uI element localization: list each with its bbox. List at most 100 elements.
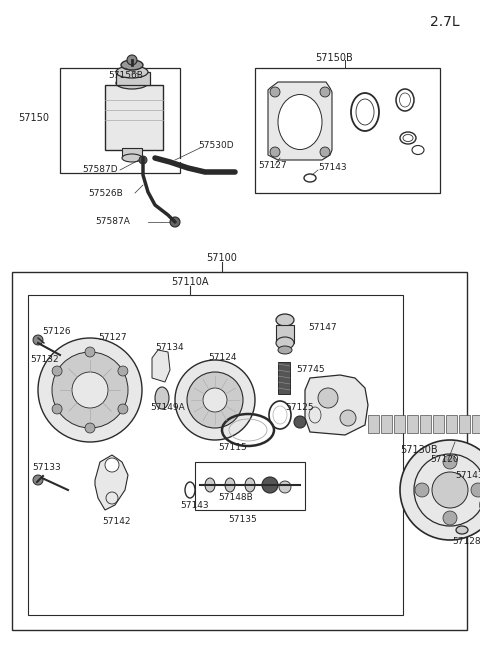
Bar: [381, 415, 392, 433]
Circle shape: [262, 477, 278, 493]
Text: 57147: 57147: [308, 322, 336, 331]
Circle shape: [270, 87, 280, 97]
Circle shape: [270, 147, 280, 157]
Circle shape: [33, 335, 43, 345]
Text: 57150B: 57150B: [315, 53, 353, 63]
Bar: [12, 272, 467, 630]
Ellipse shape: [278, 346, 292, 354]
Ellipse shape: [121, 60, 143, 70]
Circle shape: [85, 423, 95, 433]
Circle shape: [118, 404, 128, 414]
Ellipse shape: [205, 478, 215, 492]
Circle shape: [170, 217, 180, 227]
Text: 57143: 57143: [318, 164, 347, 172]
Text: 57142: 57142: [102, 517, 131, 527]
Text: 57127: 57127: [98, 333, 127, 341]
Circle shape: [127, 55, 137, 65]
Text: 57134: 57134: [155, 343, 184, 352]
Polygon shape: [95, 455, 128, 510]
Bar: [278, 362, 290, 394]
Bar: [276, 325, 294, 343]
Circle shape: [72, 372, 108, 408]
Circle shape: [320, 147, 330, 157]
Bar: [407, 415, 418, 433]
Bar: [459, 415, 470, 433]
Polygon shape: [152, 350, 170, 382]
Circle shape: [203, 388, 227, 412]
Ellipse shape: [116, 77, 148, 89]
Ellipse shape: [276, 337, 294, 349]
Circle shape: [105, 458, 119, 472]
Bar: [255, 68, 440, 193]
Ellipse shape: [122, 154, 142, 162]
Bar: [28, 295, 403, 615]
Bar: [420, 415, 431, 433]
Text: 57126: 57126: [42, 328, 71, 337]
Circle shape: [318, 388, 338, 408]
Circle shape: [139, 156, 147, 164]
Circle shape: [415, 483, 429, 497]
Text: 57149A: 57149A: [150, 403, 185, 413]
Ellipse shape: [245, 478, 255, 492]
Ellipse shape: [278, 94, 322, 149]
Bar: [472, 415, 480, 433]
Polygon shape: [305, 375, 368, 435]
Text: 57124: 57124: [208, 354, 237, 362]
Text: 57587D: 57587D: [82, 166, 118, 174]
Text: 57128: 57128: [452, 538, 480, 546]
Text: 57127: 57127: [258, 160, 287, 170]
Text: 57526B: 57526B: [88, 189, 123, 198]
Text: 57110A: 57110A: [171, 277, 209, 287]
Text: 2.7L: 2.7L: [430, 15, 460, 29]
Circle shape: [33, 475, 43, 485]
Text: 57143: 57143: [180, 500, 209, 510]
Text: 57530D: 57530D: [198, 141, 234, 149]
Text: 57148B: 57148B: [218, 493, 253, 502]
Bar: [446, 415, 457, 433]
Circle shape: [118, 366, 128, 376]
Circle shape: [175, 360, 255, 440]
Polygon shape: [268, 82, 332, 160]
Bar: [60, 68, 180, 173]
Ellipse shape: [155, 387, 169, 409]
Text: 57135: 57135: [228, 515, 257, 525]
Circle shape: [85, 347, 95, 357]
Circle shape: [187, 372, 243, 428]
Bar: [368, 415, 379, 433]
Circle shape: [400, 440, 480, 540]
Text: 57587A: 57587A: [95, 217, 130, 227]
Ellipse shape: [276, 314, 294, 326]
Bar: [122, 148, 142, 158]
Circle shape: [443, 511, 457, 525]
Circle shape: [443, 455, 457, 469]
Text: 57132: 57132: [30, 356, 59, 364]
Bar: [195, 462, 305, 510]
Circle shape: [52, 352, 128, 428]
Bar: [433, 415, 444, 433]
Circle shape: [320, 87, 330, 97]
Text: 57156B: 57156B: [108, 71, 143, 79]
Text: 57125: 57125: [285, 403, 313, 413]
Text: 57120: 57120: [430, 455, 458, 464]
Text: 57745: 57745: [296, 365, 324, 375]
Circle shape: [471, 483, 480, 497]
Bar: [116, 72, 150, 85]
Text: 57100: 57100: [206, 253, 238, 263]
Text: 57115: 57115: [218, 443, 247, 451]
Circle shape: [340, 410, 356, 426]
Bar: [105, 85, 163, 150]
Ellipse shape: [225, 478, 235, 492]
Circle shape: [294, 416, 306, 428]
Ellipse shape: [116, 66, 148, 78]
Ellipse shape: [456, 526, 468, 534]
Circle shape: [52, 404, 62, 414]
Circle shape: [38, 338, 142, 442]
Circle shape: [279, 481, 291, 493]
Text: 57133: 57133: [32, 464, 61, 472]
Text: 57130B: 57130B: [400, 445, 438, 455]
Text: 57150: 57150: [18, 113, 49, 123]
Text: 57143B: 57143B: [455, 470, 480, 479]
Circle shape: [52, 366, 62, 376]
Circle shape: [432, 472, 468, 508]
Bar: [394, 415, 405, 433]
